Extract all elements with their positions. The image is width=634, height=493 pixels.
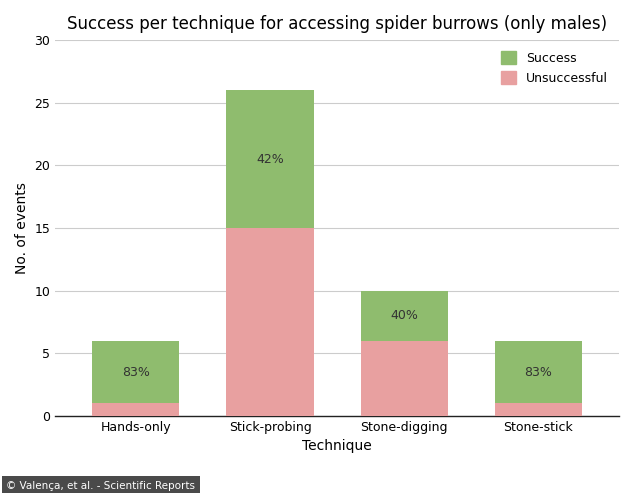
Text: 40%: 40%	[391, 309, 418, 322]
Bar	[361, 341, 448, 416]
Bar	[495, 403, 582, 416]
Title: Success per technique for accessing spider burrows (only males): Success per technique for accessing spid…	[67, 15, 607, 33]
Text: 42%: 42%	[256, 153, 284, 166]
Bar	[361, 291, 448, 341]
Bar	[226, 90, 314, 228]
Text: 83%: 83%	[122, 366, 150, 379]
Bar	[92, 403, 179, 416]
Text: © Valença, et al. - Scientific Reports: © Valença, et al. - Scientific Reports	[6, 481, 195, 491]
Legend: Success, Unsuccessful: Success, Unsuccessful	[496, 46, 612, 90]
Bar	[92, 341, 179, 403]
Bar	[495, 341, 582, 403]
X-axis label: Technique: Technique	[302, 439, 372, 454]
Y-axis label: No. of events: No. of events	[15, 182, 29, 274]
Text: 83%: 83%	[524, 366, 552, 379]
Bar	[226, 228, 314, 416]
